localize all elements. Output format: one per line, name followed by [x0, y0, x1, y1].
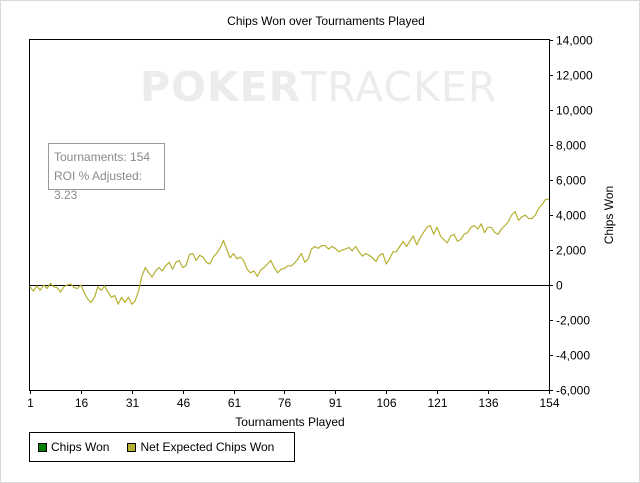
- y-tick-label: 4,000: [556, 209, 586, 223]
- x-tick-label: 76: [278, 396, 292, 410]
- y-tick-label: -6,000: [556, 384, 590, 398]
- y-tick-label: -2,000: [556, 314, 590, 328]
- chart-title: Chips Won over Tournaments Played: [227, 14, 425, 28]
- y-tick-label: 6,000: [556, 174, 586, 188]
- x-tick-label: 1: [27, 396, 34, 410]
- x-tick-label: 61: [228, 396, 242, 410]
- x-tick-label: 46: [177, 396, 191, 410]
- axis-ticks: 14,000 12,000 10,000 8,000 6,000 4,000 2,000 0 -…: [27, 34, 593, 411]
- y-axis-label: Chips Won: [602, 186, 616, 244]
- chart-legend: Chips Won Net Expected Chips Won: [29, 432, 295, 462]
- x-tick-label: 31: [126, 396, 140, 410]
- legend-item-net-expected[interactable]: Net Expected Chips Won: [127, 440, 274, 454]
- x-tick-label: 154: [539, 396, 559, 410]
- watermark-text-a: POKER: [140, 63, 302, 111]
- y-tick-label: 8,000: [556, 139, 586, 153]
- roi-adjusted: ROI % Adjusted: 3.23: [54, 169, 143, 202]
- series-line-net-expected-chips-won: [29, 198, 549, 305]
- legend-swatch-chips-won: [38, 442, 47, 452]
- x-tick-label: 106: [376, 396, 396, 410]
- legend-label-net-expected: Net Expected Chips Won: [140, 440, 275, 454]
- series-layer: [29, 198, 549, 305]
- y-tick-label: 14,000: [556, 34, 593, 48]
- y-tick-label: -4,000: [556, 349, 590, 363]
- x-tick-label: 136: [478, 396, 498, 410]
- x-tick-label: 121: [427, 396, 447, 410]
- stats-info-box: Tournaments: 154 ROI % Adjusted: 3.23: [48, 143, 165, 202]
- watermark-text-b: TRACKER: [301, 63, 498, 111]
- legend-label-chips-won: Chips Won: [51, 440, 110, 454]
- tournaments-count: Tournaments: 154: [54, 150, 151, 164]
- y-tick-label: 10,000: [556, 104, 593, 118]
- x-axis-label: Tournaments Played: [235, 415, 344, 429]
- plot-border: [29, 39, 550, 391]
- y-tick-label: 0: [556, 279, 563, 293]
- y-tick-label: 2,000: [556, 244, 586, 258]
- y-tick-label: 12,000: [556, 69, 593, 83]
- legend-item-chips-won[interactable]: Chips Won: [38, 440, 109, 454]
- x-tick-label: 91: [329, 396, 343, 410]
- x-tick-label: 16: [75, 396, 89, 410]
- legend-swatch-net-expected: [127, 442, 137, 452]
- pokertracker-watermark: POKER TRACKER: [140, 63, 496, 111]
